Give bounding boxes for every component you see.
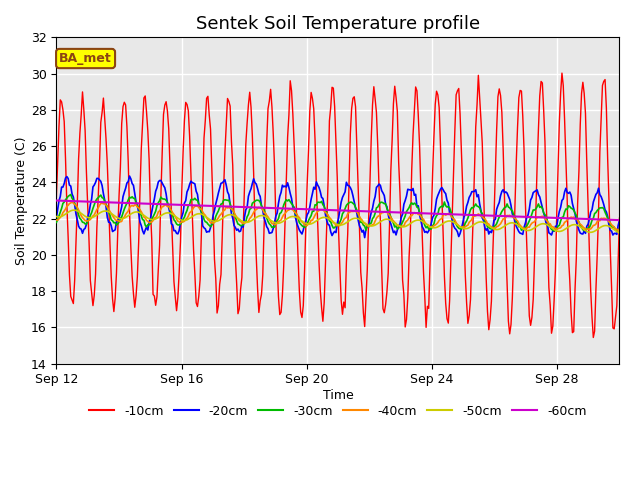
X-axis label: Time: Time [323, 389, 353, 402]
Title: Sentek Soil Temperature profile: Sentek Soil Temperature profile [196, 15, 480, 33]
Legend: -10cm, -20cm, -30cm, -40cm, -50cm, -60cm: -10cm, -20cm, -30cm, -40cm, -50cm, -60cm [84, 400, 591, 423]
Text: BA_met: BA_met [59, 52, 112, 65]
Y-axis label: Soil Temperature (C): Soil Temperature (C) [15, 136, 28, 265]
